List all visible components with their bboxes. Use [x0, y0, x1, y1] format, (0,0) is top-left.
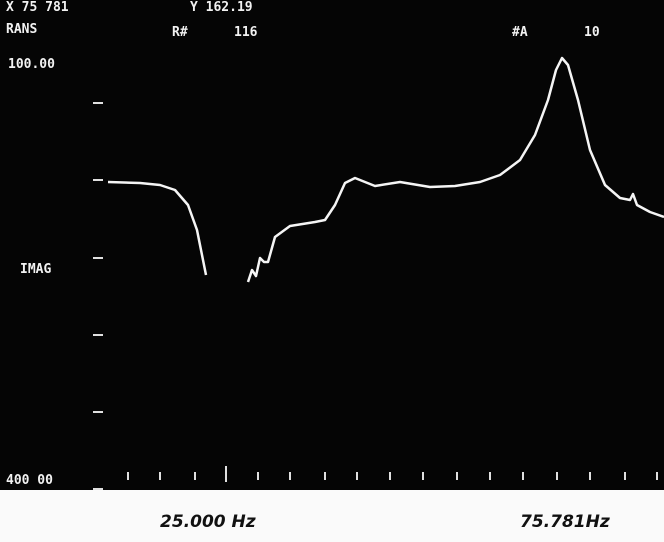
cursor-x: X 75 781 [6, 0, 69, 15]
footer-right: 75.781Hz [520, 512, 610, 532]
footer-strip [0, 490, 664, 542]
trace [107, 56, 664, 283]
mode: RANS [6, 22, 37, 37]
record-label: R# [172, 25, 188, 40]
average: 10 [584, 25, 600, 40]
axis-top: 100.00 [8, 57, 55, 72]
record: 116 [234, 25, 258, 40]
average-label: #A [512, 25, 528, 40]
screen [0, 0, 664, 490]
left-ticks [93, 102, 103, 490]
axis-bottom: 400 00 [6, 473, 53, 488]
bottom-ticks [127, 466, 658, 482]
footer-left: 25.000 Hz [160, 512, 256, 532]
cursor-y: Y 162.19 [190, 0, 253, 15]
axis-middle: IMAG [20, 262, 51, 277]
